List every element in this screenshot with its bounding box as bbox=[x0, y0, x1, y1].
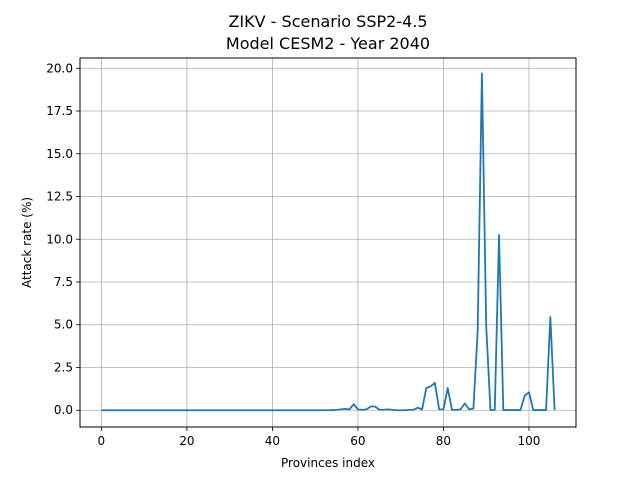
x-tick-label: 60 bbox=[350, 434, 365, 448]
y-tick-label: 2.5 bbox=[54, 360, 73, 374]
y-tick-label: 5.0 bbox=[54, 318, 73, 332]
y-axis-label: Attack rate (%) bbox=[20, 197, 34, 288]
grid-lines bbox=[80, 58, 576, 427]
y-tick-label: 12.5 bbox=[46, 190, 73, 204]
plot-area bbox=[101, 72, 556, 412]
y-tick-label: 20.0 bbox=[46, 61, 73, 75]
x-tick-label: 20 bbox=[179, 434, 194, 448]
x-tick-label: 0 bbox=[98, 434, 106, 448]
y-tick-label: 15.0 bbox=[46, 147, 73, 161]
x-tick-label: 80 bbox=[436, 434, 451, 448]
y-tick-label: 7.5 bbox=[54, 275, 73, 289]
y-axis-ticks: 0.0 2.5 5.0 7.5 10.0 12.5 15.0 17.5 20.0 bbox=[46, 61, 80, 417]
y-tick-label: 0.0 bbox=[54, 403, 73, 417]
chart-title: ZIKV - Scenario SSP2-4.5 bbox=[228, 12, 427, 31]
y-tick-label: 17.5 bbox=[46, 104, 73, 118]
x-axis-ticks: 0 20 40 60 80 100 bbox=[98, 427, 541, 448]
x-tick-label: 100 bbox=[518, 434, 541, 448]
axes-frame bbox=[79, 57, 577, 428]
x-axis-label: Provinces index bbox=[281, 456, 375, 470]
y-tick-label: 10.0 bbox=[46, 232, 73, 246]
chart-subtitle: Model CESM2 - Year 2040 bbox=[226, 34, 430, 53]
series-line bbox=[101, 72, 556, 412]
x-tick-label: 40 bbox=[265, 434, 280, 448]
